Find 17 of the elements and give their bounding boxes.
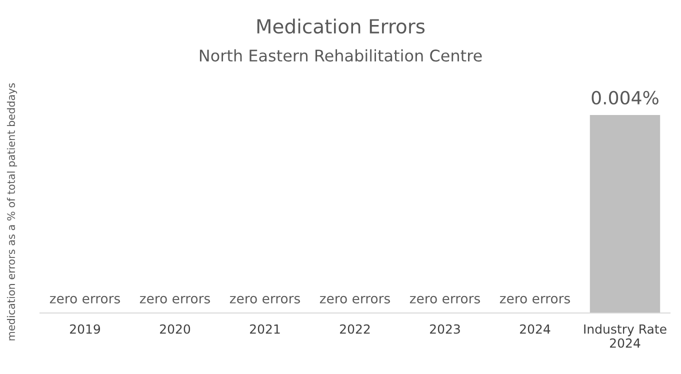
data-label: zero errors <box>140 296 210 304</box>
chart-subtitle: North Eastern Rehabilitation Centre <box>200 49 482 62</box>
x-tick-label: Industry Rate 2024 <box>584 324 666 348</box>
data-label: zero errors <box>230 296 300 304</box>
y-axis-title: medication errors as a % of total patient beddays <box>6 83 18 340</box>
data-label: zero errors <box>500 296 570 304</box>
x-tick-label: 2020 <box>160 324 190 334</box>
data-label: zero errors <box>320 296 390 304</box>
x-tick-label: 2019 <box>70 324 100 334</box>
chart-title: Medication Errors <box>257 18 425 34</box>
x-tick-label: 2024 <box>520 324 550 334</box>
data-label: zero errors <box>410 296 480 304</box>
x-tick-label: 2022 <box>340 324 370 334</box>
data-label: zero errors <box>50 296 120 304</box>
data-label: 0.004% <box>592 90 658 105</box>
x-tick-label: 2021 <box>250 324 280 334</box>
x-tick-label: 2023 <box>430 324 460 334</box>
